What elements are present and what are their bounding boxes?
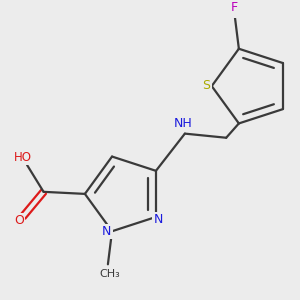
Text: S: S: [202, 79, 211, 92]
Text: CH₃: CH₃: [100, 268, 120, 279]
Text: N: N: [153, 212, 163, 226]
Text: HO: HO: [14, 151, 32, 164]
Text: F: F: [231, 1, 238, 14]
Text: O: O: [14, 214, 24, 227]
Text: NH: NH: [173, 117, 192, 130]
Text: N: N: [102, 225, 112, 238]
